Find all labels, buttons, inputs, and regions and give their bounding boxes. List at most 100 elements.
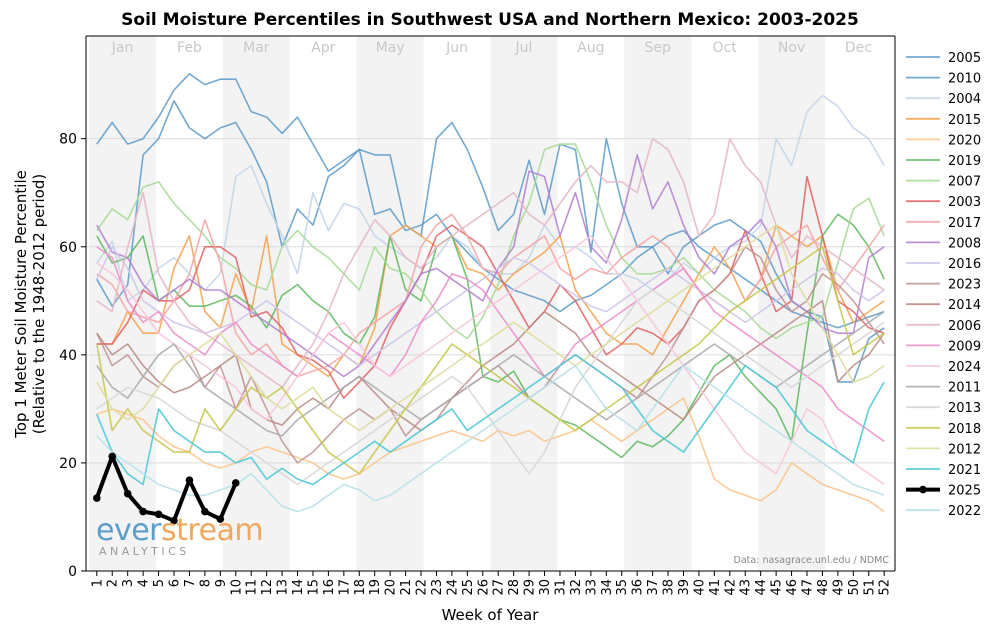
source-note: Data: nasagrace.unl.edu / NDMC: [734, 555, 890, 566]
x-tick-label-22: 22: [415, 579, 430, 596]
series-line-2012: [96, 224, 885, 432]
legend-item-2009: 2009: [906, 339, 981, 354]
x-tick-label-1: 1: [90, 579, 105, 587]
logo-word-a: ever: [96, 513, 162, 548]
series-line-2016: [96, 246, 885, 367]
legend-item-2011: 2011: [906, 381, 981, 396]
month-label-oct: Oct: [713, 40, 738, 56]
legend-label-2011: 2011: [948, 381, 981, 396]
series-line-2014: [96, 299, 885, 432]
legend-label-2018: 2018: [948, 422, 981, 437]
x-tick-label-27: 27: [492, 579, 507, 596]
x-tick-label-14: 14: [291, 579, 306, 596]
legend-item-2023: 2023: [906, 278, 981, 293]
x-tick-label-46: 46: [785, 579, 800, 596]
y-tick-label-80: 80: [59, 132, 77, 148]
legend-label-2008: 2008: [948, 236, 981, 251]
x-tick-label-33: 33: [584, 579, 599, 596]
legend-label-2014: 2014: [948, 298, 981, 313]
month-bands: Jan Feb Mar Apr May Jun Jul Aug Sep Oct Nov Dec: [89, 36, 872, 571]
month-label-dec: Dec: [845, 40, 872, 56]
legend-marker-2025: [919, 485, 927, 494]
svg-text:everstream: everstream: [96, 513, 263, 548]
everstream-logo: everstream ANALYTICS: [96, 513, 264, 558]
series-point-2025-7: [185, 476, 194, 485]
series-point-2025-9: [216, 515, 225, 523]
x-tick-label-9: 9: [214, 579, 229, 587]
series-line-2022: [96, 364, 885, 513]
series-line-2018: [96, 246, 885, 475]
x-tick-label-44: 44: [754, 579, 769, 596]
legend: 2005 2010 2004 2015 2020 2019 2007 2003 2017 2008…: [906, 51, 981, 519]
legend-label-2019: 2019: [948, 154, 981, 169]
month-label-sep: Sep: [645, 40, 672, 56]
legend-item-2021: 2021: [906, 463, 981, 478]
x-tick-label-39: 39: [677, 579, 692, 596]
x-tick-label-17: 17: [337, 579, 352, 596]
x-tick-label-8: 8: [198, 579, 213, 587]
legend-label-2017: 2017: [948, 216, 981, 231]
x-tick-label-2: 2: [106, 579, 121, 587]
legend-label-2013: 2013: [948, 401, 981, 416]
x-tick-label-7: 7: [183, 579, 198, 587]
x-tick-label-52: 52: [878, 579, 893, 596]
x-tick-label-10: 10: [229, 579, 244, 596]
legend-label-2022: 2022: [948, 504, 981, 519]
series-line-2025: [94, 454, 238, 523]
legend-label-2006: 2006: [948, 319, 981, 334]
series-line-2021: [96, 353, 885, 486]
legend-item-2025: 2025: [906, 484, 981, 499]
x-axis-ticks: 1 2 3 4 5 6 7 8 9 10 11 12 13 14 15 16 17 18 19 20 21 22 23 24 2…: [90, 571, 893, 596]
y-tick-label-40: 40: [59, 348, 77, 364]
x-tick-label-35: 35: [615, 579, 630, 596]
legend-label-2012: 2012: [948, 442, 981, 457]
legend-label-2024: 2024: [948, 360, 981, 375]
series-line-2017: [96, 213, 885, 378]
x-tick-label-4: 4: [137, 579, 152, 587]
month-label-jun: Jun: [445, 40, 468, 56]
month-label-apr: Apr: [311, 40, 335, 56]
month-band-may: [356, 36, 424, 571]
legend-item-2005: 2005: [906, 51, 981, 66]
series-point-2025-10: [231, 479, 240, 487]
legend-item-2019: 2019: [906, 154, 981, 169]
legend-item-2022: 2022: [906, 504, 981, 519]
y-axis-label-line-1: Top 1 Meter Soil Moisture Percentile: [12, 170, 30, 439]
y-tick-label-0: 0: [68, 564, 77, 580]
month-band-nov: [758, 36, 826, 571]
x-tick-label-37: 37: [646, 579, 661, 596]
x-tick-label-6: 6: [168, 579, 183, 587]
legend-label-2005: 2005: [948, 51, 981, 66]
x-tick-label-26: 26: [476, 579, 491, 596]
y-axis-label-line-2: (Relative to the 1948-2012 period): [30, 174, 48, 435]
legend-item-2018: 2018: [906, 422, 981, 437]
logo-word-b: stream: [161, 513, 263, 548]
legend-item-2024: 2024: [906, 360, 981, 375]
x-tick-label-15: 15: [306, 579, 321, 596]
month-band-jul: [490, 36, 558, 571]
x-tick-label-36: 36: [631, 579, 646, 596]
x-tick-label-13: 13: [276, 579, 291, 596]
x-tick-label-38: 38: [662, 579, 677, 596]
legend-item-2008: 2008: [906, 236, 981, 251]
x-tick-label-30: 30: [538, 579, 553, 596]
x-tick-label-43: 43: [739, 579, 754, 596]
x-tick-label-29: 29: [523, 579, 538, 596]
legend-label-2025: 2025: [948, 484, 981, 499]
legend-item-2013: 2013: [906, 401, 981, 416]
legend-label-2021: 2021: [948, 463, 981, 478]
x-tick-label-31: 31: [553, 579, 568, 596]
series-point-2025-3: [123, 489, 132, 498]
x-tick-label-25: 25: [461, 579, 476, 596]
legend-item-2016: 2016: [906, 257, 981, 272]
x-tick-label-18: 18: [353, 579, 368, 596]
series-line-2008: [96, 154, 885, 378]
series-line-2024: [96, 235, 885, 486]
x-tick-label-23: 23: [430, 579, 445, 596]
series-point-2025-2: [108, 452, 117, 461]
chart-title: Soil Moisture Percentiles in Southwest U…: [121, 10, 859, 30]
legend-item-2020: 2020: [906, 133, 981, 148]
x-tick-label-28: 28: [507, 579, 522, 596]
month-label-may: May: [376, 40, 405, 56]
